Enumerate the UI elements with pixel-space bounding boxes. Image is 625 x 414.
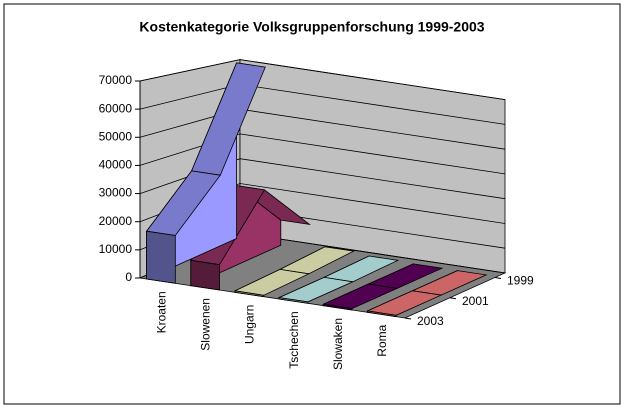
depth-label: 2003 [417, 314, 444, 328]
series-label: Ungarn [243, 305, 257, 344]
y-tick-label: 30000 [99, 186, 133, 200]
y-tick-label: 70000 [99, 73, 133, 87]
y-tick-label: 0 [125, 270, 132, 284]
depth-label: 1999 [507, 274, 534, 288]
area-front [367, 310, 397, 318]
grid-line [139, 133, 506, 175]
y-tick-label: 20000 [99, 214, 133, 228]
area-front [322, 303, 353, 311]
area-front [278, 297, 309, 304]
depth-label: 2001 [462, 294, 489, 308]
series-label: Tschechen [287, 311, 301, 368]
series-label: Slowaken [331, 318, 345, 370]
area-front [146, 230, 176, 284]
y-tick-label: 40000 [99, 158, 133, 172]
depth-tick [449, 297, 457, 300]
chart-title: Kostenkategorie Volksgruppenforschung 19… [139, 19, 484, 35]
series-label: Kroaten [154, 291, 168, 333]
grid-line [139, 59, 506, 100]
y-tick-label: 60000 [99, 101, 133, 115]
y-tick-label: 50000 [99, 129, 133, 143]
depth-tick [494, 277, 502, 279]
grid-line [139, 158, 506, 200]
area-front [234, 290, 265, 298]
series-label: Roma [375, 324, 389, 356]
series-label: Slowenen [198, 298, 212, 351]
area-front [190, 259, 220, 291]
y-tick-label: 10000 [99, 242, 133, 256]
depth-tick [404, 317, 412, 320]
